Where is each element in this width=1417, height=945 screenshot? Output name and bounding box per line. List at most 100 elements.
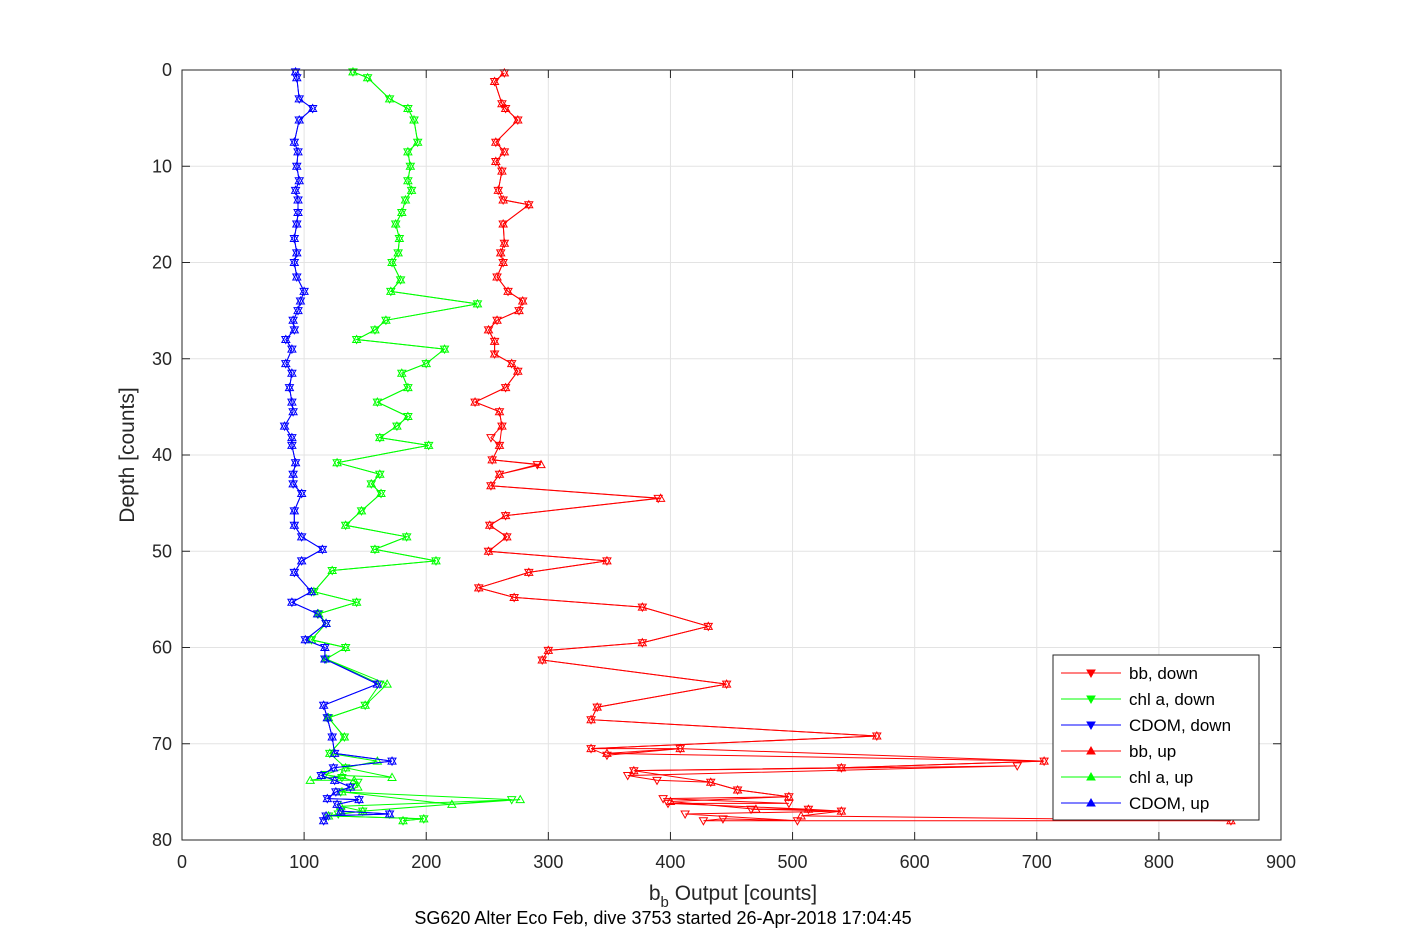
legend-label: CDOM, up <box>1129 794 1209 813</box>
data-point <box>320 642 330 651</box>
data-point <box>497 421 507 430</box>
data-point <box>291 72 302 82</box>
y-tick-label: 60 <box>152 638 172 658</box>
data-point <box>484 520 495 529</box>
data-point <box>295 295 306 305</box>
legend-marker <box>1086 771 1096 781</box>
y-tick-label: 80 <box>152 830 172 850</box>
data-point <box>288 315 298 324</box>
data-point <box>291 161 302 170</box>
series-line-chl-a-up <box>310 71 521 822</box>
data-point <box>403 103 413 112</box>
series-layer <box>279 66 1236 826</box>
data-point <box>382 679 393 688</box>
data-point <box>405 161 416 170</box>
data-point <box>652 776 662 786</box>
data-point <box>324 748 335 757</box>
data-point <box>515 794 526 804</box>
data-point <box>357 806 368 815</box>
data-point <box>289 324 300 334</box>
data-point <box>330 786 341 796</box>
data-point <box>351 597 362 606</box>
data-point <box>352 782 363 791</box>
data-point <box>318 815 329 825</box>
data-point <box>628 765 639 775</box>
data-point <box>305 775 316 784</box>
data-point <box>503 286 513 295</box>
data-point <box>289 257 300 266</box>
x-tick-label: 400 <box>655 852 685 872</box>
data-point <box>784 799 794 809</box>
data-point <box>622 772 633 781</box>
data-point <box>376 488 386 497</box>
y-tick-label: 50 <box>152 541 172 561</box>
data-point <box>406 185 417 194</box>
data-point <box>403 411 413 420</box>
data-point <box>499 238 510 247</box>
data-point <box>335 801 346 810</box>
data-point <box>294 93 305 103</box>
data-point <box>721 679 732 688</box>
data-point <box>398 815 408 825</box>
legend-marker <box>1086 695 1096 705</box>
data-point <box>316 770 327 780</box>
data-point <box>287 397 297 406</box>
data-point <box>489 348 500 358</box>
data-point <box>487 454 498 464</box>
data-point <box>675 743 686 753</box>
data-point <box>328 762 339 772</box>
ticks: 0 100 200 300 400 500 600 700 800 900 0 10 20 30 40 50 6… <box>152 60 1296 872</box>
data-point <box>287 432 297 442</box>
data-point <box>499 67 510 77</box>
y-tick-label: 20 <box>152 253 172 273</box>
data-point <box>396 368 407 377</box>
data-point <box>439 344 450 353</box>
data-point <box>498 218 509 228</box>
data-point <box>512 366 523 375</box>
legend-marker <box>1086 669 1096 679</box>
data-point <box>339 732 350 741</box>
data-point <box>293 146 303 156</box>
data-point <box>354 794 364 804</box>
data-point <box>637 637 648 647</box>
data-point <box>327 732 338 741</box>
data-point <box>1039 756 1049 765</box>
data-point <box>372 679 383 688</box>
data-point <box>317 544 328 553</box>
data-point <box>517 295 528 305</box>
data-point <box>498 194 509 204</box>
data-point <box>394 233 405 242</box>
data-point <box>340 520 351 529</box>
data-point <box>498 257 509 266</box>
y-tick-label: 40 <box>152 445 172 465</box>
x-tick-label: 900 <box>1266 852 1296 872</box>
data-point <box>287 597 297 606</box>
data-point <box>290 185 301 194</box>
data-point <box>307 103 318 112</box>
data-point <box>296 531 307 541</box>
data-point <box>329 775 340 784</box>
data-point <box>288 478 298 488</box>
data-point <box>698 817 709 826</box>
data-point <box>332 799 342 808</box>
data-point <box>637 602 648 611</box>
legend-label: bb, down <box>1129 664 1198 683</box>
data-point <box>423 440 434 449</box>
legend-entry-bb-up: bb, up <box>1061 742 1176 761</box>
data-point <box>321 618 331 627</box>
data-point <box>340 642 351 651</box>
data-point <box>293 305 303 315</box>
legend-entry-bb-down: bb, down <box>1061 664 1198 683</box>
data-point <box>280 334 291 343</box>
data-point <box>512 115 523 124</box>
data-point <box>291 271 302 281</box>
data-point <box>290 66 301 76</box>
data-point <box>409 115 419 124</box>
data-point <box>403 175 413 185</box>
x-tick-label: 800 <box>1144 852 1174 872</box>
data-point <box>390 218 401 228</box>
data-point <box>500 382 511 392</box>
data-point <box>483 324 494 334</box>
data-point <box>374 469 385 478</box>
data-point <box>536 459 546 469</box>
